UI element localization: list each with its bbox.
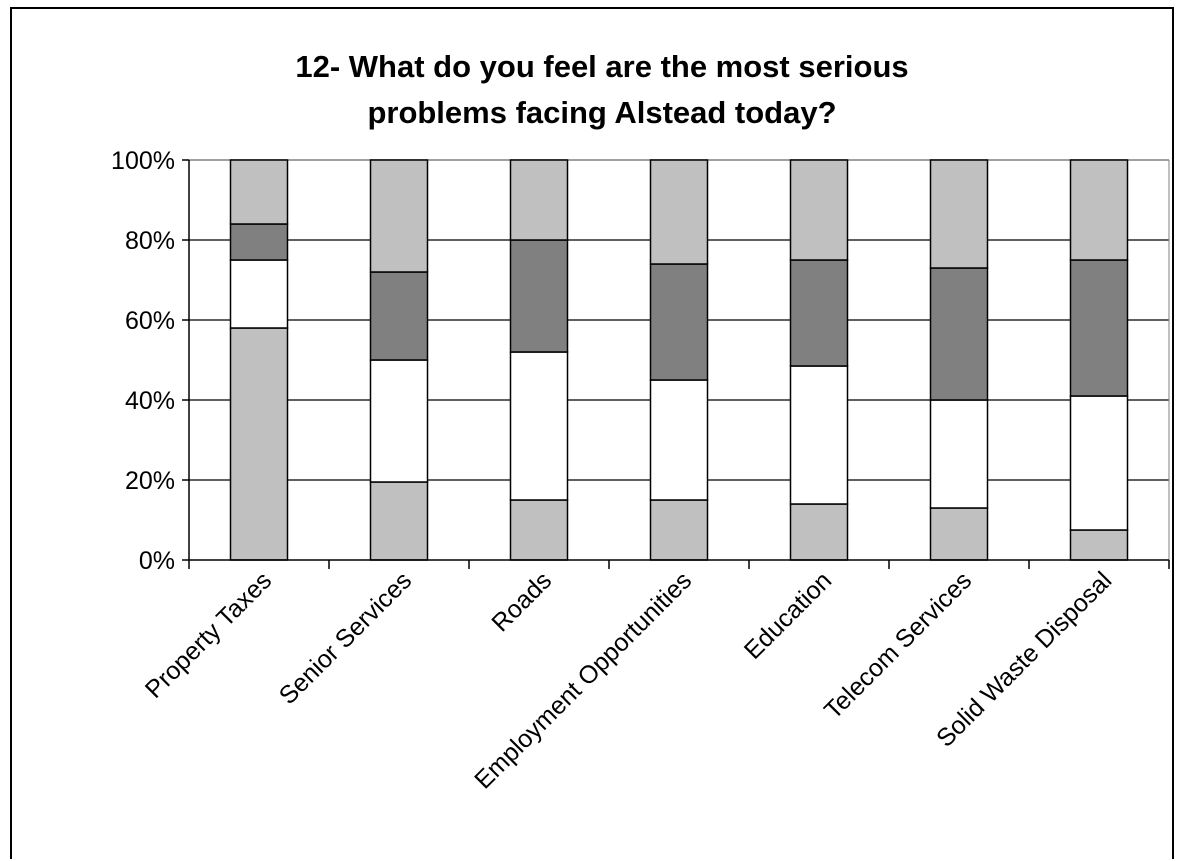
- bar-segment: [369, 159, 429, 273]
- x-category-label: Telecom Services: [819, 566, 977, 724]
- chart-title: 12- What do you feel are the most seriou…: [295, 49, 908, 130]
- bar-segment: [229, 159, 289, 225]
- bar-segment: [509, 499, 569, 561]
- bar-segment: [229, 327, 289, 561]
- chart-title-line-2: problems facing Alstead today?: [367, 95, 836, 130]
- bar-segment: [1069, 529, 1129, 561]
- bar-segment: [509, 351, 569, 501]
- bar-segment: [649, 159, 709, 265]
- chart-area: 12- What do you feel are the most seriou…: [10, 7, 1174, 859]
- y-tick-label: 60%: [125, 307, 175, 335]
- bar-segment: [1069, 259, 1129, 397]
- bar-segment: [789, 159, 849, 261]
- bar-segment: [649, 499, 709, 561]
- bar-segment: [929, 159, 989, 269]
- x-category-label: Senior Services: [274, 566, 418, 710]
- bar-segment: [1069, 159, 1129, 261]
- bar-segment: [229, 223, 289, 261]
- x-category-label: Education: [739, 566, 837, 664]
- bar-segment: [649, 263, 709, 381]
- x-category-label: Property Taxes: [140, 566, 277, 703]
- axes: [182, 159, 1170, 569]
- y-tick-label: 80%: [125, 227, 175, 255]
- bar-segment: [789, 503, 849, 561]
- bar-segment: [929, 267, 989, 401]
- bar-segment: [929, 507, 989, 561]
- bar-segment: [929, 399, 989, 509]
- bar-segment: [789, 365, 849, 505]
- y-tick-label: 20%: [125, 467, 175, 495]
- bar-segment: [229, 259, 289, 329]
- bar-segment: [509, 159, 569, 241]
- bar-segment: [369, 481, 429, 561]
- x-category-label: Roads: [486, 566, 557, 637]
- bar-segment: [789, 259, 849, 367]
- y-tick-label: 0%: [139, 547, 175, 575]
- bar-segment: [649, 379, 709, 501]
- bar-segment: [1069, 395, 1129, 531]
- chart-title-line-1: 12- What do you feel are the most seriou…: [295, 49, 908, 84]
- y-tick-label: 100%: [111, 147, 175, 175]
- bar-segment: [369, 271, 429, 361]
- bar-segment: [369, 359, 429, 483]
- bar-segment: [509, 239, 569, 353]
- y-tick-label: 40%: [125, 387, 175, 415]
- y-axis-tick-labels: 0% 20% 40% 60% 80% 100%: [111, 147, 175, 575]
- stacked-bar-chart: 12- What do you feel are the most seriou…: [111, 49, 1170, 795]
- bars: [229, 159, 1129, 561]
